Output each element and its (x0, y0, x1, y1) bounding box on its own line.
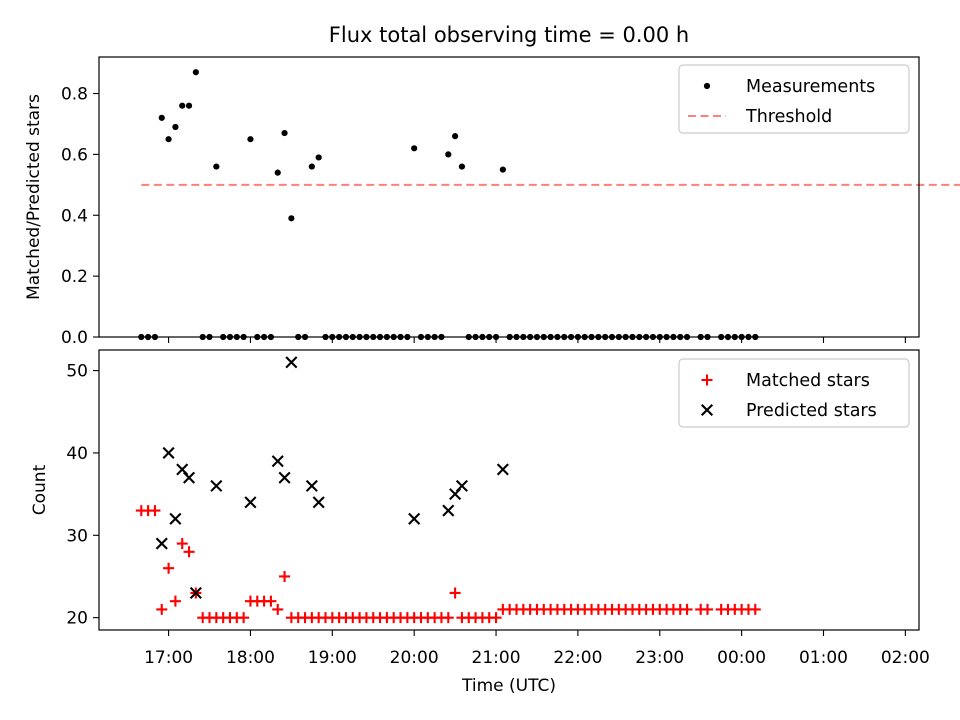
measurement-point (411, 145, 418, 152)
predicted-star-point (496, 463, 509, 476)
bottom-plot-marks (135, 356, 761, 624)
measurement-point (458, 163, 466, 170)
measurement-point (213, 163, 220, 170)
x-tick-label: 00:00 (717, 648, 766, 668)
top-y-axis-label: Matched/Predicted stars (24, 94, 44, 300)
y-tick-label: 30 (66, 526, 88, 546)
x-tick-label: 18:00 (226, 648, 275, 668)
bottom-y-axis-label: Count (30, 464, 50, 515)
measurement-point (281, 129, 288, 137)
y-tick-label: 0.0 (61, 328, 88, 348)
matched-star-point (702, 603, 714, 615)
y-tick-label: 50 (66, 362, 88, 382)
matched-star-point (156, 603, 168, 615)
matched-star-point (272, 603, 284, 615)
x-tick-label: 02:00 (881, 648, 930, 668)
measurement-point (452, 133, 459, 140)
measurement-point (499, 166, 506, 173)
matched-star-point (265, 595, 277, 607)
top-y-axis: 0.0 0.2 0.4 0.6 0.8 (61, 85, 99, 348)
matched-star-point (490, 612, 502, 624)
chart-title: Flux total observing time = 0.00 h (329, 23, 689, 47)
y-tick-label: 20 (66, 609, 88, 629)
y-tick-label: 40 (66, 444, 88, 464)
predicted-star-point (285, 356, 298, 369)
predicted-star-point (169, 512, 182, 525)
legend-label: Measurements (746, 77, 875, 97)
x-tick-label: 19:00 (308, 648, 357, 668)
y-tick-label: 0.8 (61, 85, 88, 105)
measurement-point (158, 114, 165, 121)
measurement-point (445, 151, 452, 158)
matched-star-point (681, 603, 693, 615)
x-tick-label: 22:00 (553, 648, 602, 668)
measurement-point (315, 154, 322, 161)
matched-star-point (183, 546, 195, 558)
predicted-star-point (210, 479, 223, 492)
legend-label: Matched stars (746, 371, 870, 391)
legend-box (678, 358, 910, 428)
bottom-legend: Matched stars Predicted stars (678, 358, 910, 428)
predicted-star-point (278, 471, 291, 484)
measurement-point (274, 169, 281, 176)
bottom-plot-frame (98, 349, 920, 631)
measurement-point (308, 163, 315, 170)
legend-handle-x (700, 403, 714, 417)
predicted-star-point (408, 512, 421, 525)
top-legend: Measurements Threshold (678, 64, 910, 134)
bottom-x-axis: 17:00 18:00 19:00 20:00 21:00 22:00 23:00 00:00… (144, 630, 930, 668)
matched-star-point (279, 570, 291, 582)
measurement-point (179, 102, 186, 109)
matched-star-point (169, 595, 181, 607)
predicted-star-point (189, 586, 202, 599)
matched-star-point (442, 612, 454, 624)
x-tick-label: 23:00 (635, 648, 684, 668)
bottom-y-axis: 20 30 40 50 (66, 362, 99, 629)
predicted-star-point (312, 496, 325, 509)
bottom-plot-panel: Count Time (UTC) 20 30 40 50 17:00 18:00 19:0… (30, 349, 930, 696)
legend-label: Threshold (745, 107, 832, 127)
predicted-star-point (271, 455, 284, 468)
measurement-point (172, 123, 179, 131)
matched-star-point (449, 587, 461, 599)
matched-star-point (749, 603, 761, 615)
matched-star-point (176, 538, 188, 550)
legend-label: Predicted stars (746, 401, 877, 421)
predicted-star-point (305, 479, 318, 492)
predicted-star-point (244, 496, 257, 509)
y-tick-label: 0.2 (61, 267, 88, 287)
measurement-point (192, 69, 199, 76)
legend-handle-dot (703, 82, 711, 90)
x-tick-label: 21:00 (472, 648, 521, 668)
measurement-point (288, 215, 295, 222)
measurement-point (247, 136, 254, 143)
predicted-star-point (455, 479, 468, 492)
measurement-point (185, 102, 193, 109)
y-tick-label: 0.4 (61, 206, 88, 226)
y-tick-label: 0.6 (61, 145, 88, 165)
matched-star-point (163, 562, 175, 574)
predicted-star-point (155, 537, 168, 550)
predicted-star-point (162, 446, 175, 459)
predicted-star-point (442, 504, 455, 517)
matched-star-point (149, 505, 161, 517)
legend-box (678, 64, 910, 134)
x-tick-label: 20:00 (390, 648, 439, 668)
x-tick-label: 01:00 (799, 648, 848, 668)
matched-star-point (238, 612, 250, 624)
legend-handle-plus (701, 374, 713, 386)
x-axis-label: Time (UTC) (461, 676, 556, 696)
predicted-star-point (183, 471, 196, 484)
measurement-point (165, 136, 172, 143)
x-tick-label: 17:00 (144, 648, 193, 668)
top-x-axis (168, 337, 906, 343)
top-plot-panel: Flux total observing time = 0.00 h Match… (24, 23, 960, 348)
top-plot-frame (98, 56, 920, 338)
